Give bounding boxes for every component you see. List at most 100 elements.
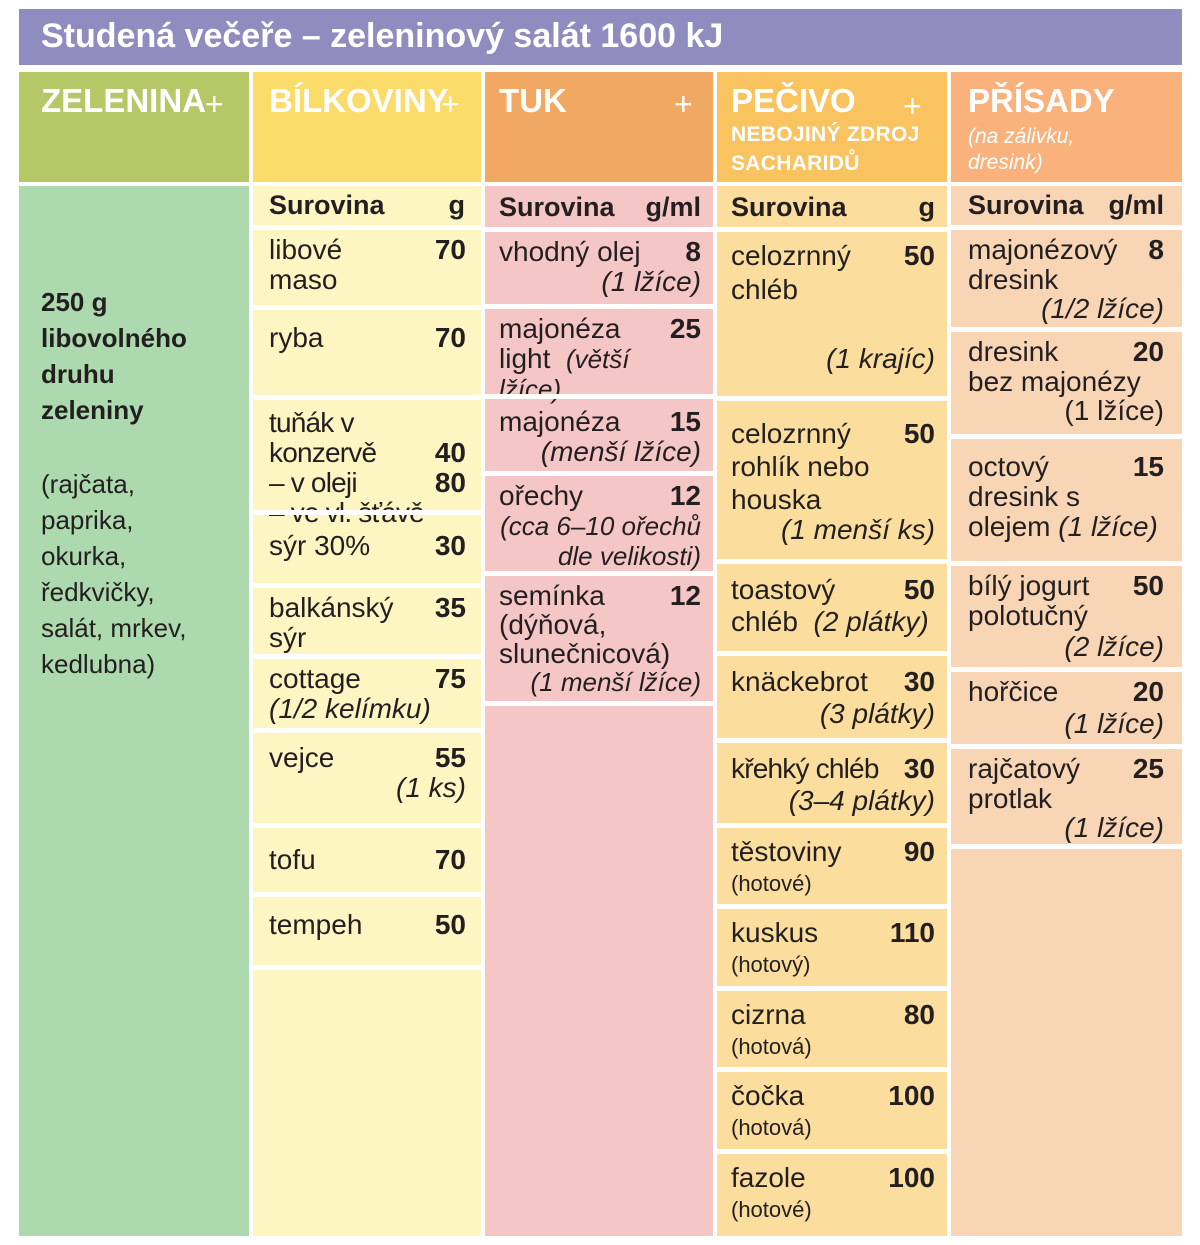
item-note: (větší lžíce): [499, 344, 630, 404]
item-name: toastový: [731, 574, 836, 605]
item-name: majonéza: [499, 313, 621, 344]
bilkoviny-column-head: Surovina g: [253, 186, 481, 230]
item-name: dresink: [968, 336, 1059, 367]
zelenina-amount-line: libovolného: [41, 323, 187, 353]
header-zelenina-label: ZELENINA: [41, 82, 206, 119]
header-pecivo: PEČIVO + NEBOJINÝ ZDROJ SACHARIDŮ: [717, 72, 947, 182]
pecivo-column: Surovina g celozrnný chléb 50 (1 krajíc)…: [717, 186, 947, 1236]
header-pecivo-label: PEČIVO: [731, 82, 856, 119]
prisady-column: Surovina g/ml majonézový dresink 8 (1/2 …: [951, 186, 1182, 1236]
header-prisady: PŘÍSADY (na zálivku, dresink): [951, 72, 1182, 182]
item-name: těstoviny: [731, 836, 842, 867]
table-row: fazole (hotové) 100: [717, 1154, 947, 1236]
item-name: balkánský: [269, 592, 394, 623]
item-note: (1 lžíce): [1058, 511, 1158, 542]
item-value: 90: [903, 836, 935, 867]
item-name: chléb: [731, 606, 798, 637]
item-note: (1/2 lžíce): [1041, 293, 1164, 324]
item-note: (1 lžíce): [1064, 812, 1164, 843]
item-name: slunečnicová): [499, 638, 671, 669]
item-value: 20: [1132, 676, 1164, 707]
item-note: (1 ks): [396, 772, 466, 803]
item-note: (1/2 kelímku): [269, 693, 431, 724]
item-note: (2 lžíce): [1064, 631, 1164, 662]
table-row: bílý jogurt polotučný 50 (2 lžíce): [951, 566, 1182, 667]
item-name: sýr 30%: [269, 530, 371, 561]
item-value: 12: [669, 480, 701, 511]
item-note: (hotová): [731, 1034, 812, 1059]
item-note: (cca 6–10 ořechů: [500, 511, 701, 541]
table-row: majonézový dresink 8 (1/2 lžíce): [951, 230, 1182, 327]
column-head-unit: g: [448, 190, 466, 220]
item-name: vhodný olej: [499, 236, 641, 267]
item-value: 12: [669, 580, 701, 611]
pecivo-column-head: Surovina g: [717, 186, 947, 232]
header-prisady-label: PŘÍSADY: [968, 82, 1115, 119]
table-row: ořechy 12 (cca 6–10 ořechů dle velikosti…: [485, 476, 713, 572]
item-name: cizrna: [731, 999, 806, 1030]
table-row: knäckebrot 30 (3 plátky): [717, 656, 947, 738]
table-row: cizrna (hotová) 80: [717, 991, 947, 1067]
item-value: 50: [903, 574, 935, 605]
zelenina-column: 250 g libovolného druhu zeleniny (rajčat…: [19, 186, 249, 1236]
item-note: (3 plátky): [819, 698, 935, 729]
table-row: tuňák v konzervě – v oleji – ve vl. šťáv…: [253, 400, 481, 528]
item-name: celozrnný: [731, 240, 851, 271]
zelenina-amount-line: druhu: [41, 359, 115, 389]
item-value: 40: [434, 437, 466, 468]
item-value: 100: [888, 1162, 935, 1193]
item-note: (hotové): [731, 871, 812, 896]
table-row: toastový chléb (2 plátky) 50: [717, 564, 947, 651]
item-value: 35: [434, 592, 466, 623]
item-value: 20: [1132, 336, 1164, 367]
item-name: semínka: [499, 580, 605, 611]
item-note: (1 menší lžíce): [530, 667, 702, 697]
table-row: majonéza light (větší lžíce) 25: [485, 309, 713, 405]
column-head-label: Surovina: [968, 190, 1084, 220]
zelenina-example-line: kedlubna): [41, 649, 156, 679]
header-prisady-sub2: dresink): [968, 151, 1043, 174]
table-row: libové maso 70: [253, 230, 481, 305]
item-name: polotučný: [968, 600, 1088, 631]
tuk-column-head: Surovina g/ml: [485, 186, 713, 232]
item-note: (2 plátky): [813, 606, 929, 637]
column-head-label: Surovina: [499, 192, 615, 222]
item-value: 30: [903, 753, 935, 784]
item-value: 70: [434, 234, 466, 265]
zelenina-example-line: ředkvičky,: [41, 577, 155, 607]
zelenina-example-line: salát, mrkev,: [41, 613, 187, 643]
table-row: sýr 30% 30: [253, 515, 481, 583]
item-name: – v oleji: [269, 467, 358, 498]
item-value: 70: [434, 322, 466, 353]
header-prisady-sub1: (na zálivku,: [968, 125, 1075, 148]
item-value: 50: [903, 240, 935, 271]
item-note: (3–4 plátky): [788, 785, 935, 816]
item-name: protlak: [968, 783, 1053, 814]
item-value: 110: [889, 917, 935, 948]
item-note: (1 lžíce): [1064, 395, 1164, 426]
item-value: 80: [434, 467, 466, 498]
table-row: cottage (1/2 kelímku) 75: [253, 659, 481, 728]
item-value: 15: [669, 406, 701, 437]
item-value: 80: [903, 999, 935, 1030]
item-name: dresink s: [968, 481, 1081, 512]
zelenina-amount-line: 250 g: [41, 287, 108, 317]
item-name: majonéza: [499, 406, 621, 437]
table-row: celozrnný chléb 50 (1 krajíc): [717, 232, 947, 396]
table-row: rajčatový protlak 25 (1 lžíce): [951, 749, 1182, 846]
table-row: celozrnný rohlík nebo houska 50 (1 menší…: [717, 401, 947, 559]
plus-icon: +: [903, 88, 922, 124]
table-row: dresink bez majonézy 20 (1 lžíce): [951, 332, 1182, 434]
item-name: rajčatový: [968, 753, 1081, 784]
item-note: (hotový): [731, 952, 811, 977]
item-name: libové: [269, 234, 343, 265]
item-name: kuskus: [731, 917, 819, 948]
prisady-column-head: Surovina g/ml: [951, 186, 1182, 230]
item-note: (1 krajíc): [826, 343, 935, 374]
item-name: olejem: [968, 511, 1051, 542]
table-row: čočka (hotová) 100: [717, 1072, 947, 1149]
item-name: knäckebrot: [731, 666, 868, 697]
item-name: hořčice: [968, 676, 1059, 707]
item-value: 30: [903, 666, 935, 697]
item-note: (menší lžíce): [540, 436, 701, 467]
